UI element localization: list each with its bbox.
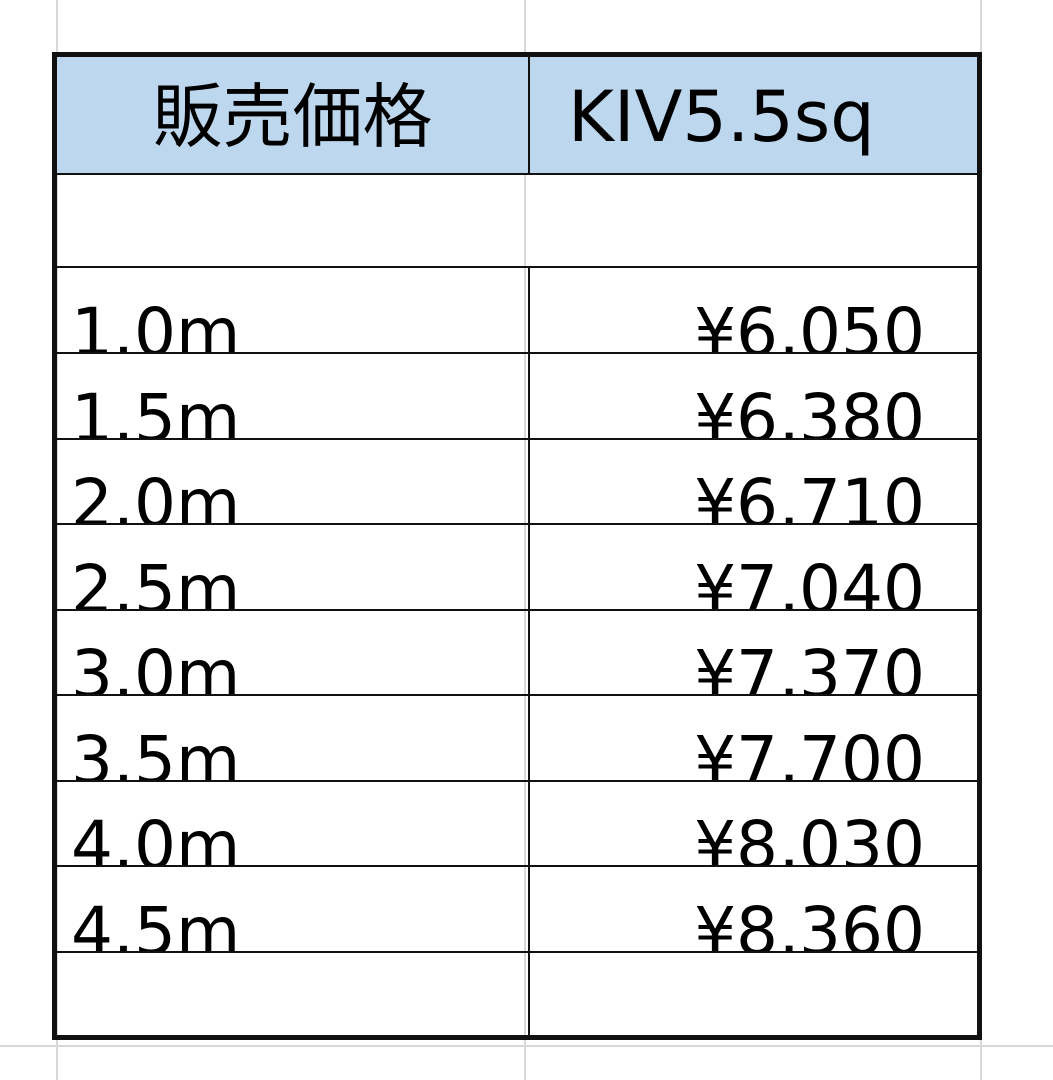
price-value: ¥6,710 bbox=[694, 465, 925, 524]
gridline bbox=[0, 1045, 1053, 1047]
table-row: 2.0m ¥6,710 bbox=[57, 439, 977, 525]
empty-cell[interactable] bbox=[530, 952, 977, 1040]
length-value: 4.0m bbox=[71, 807, 241, 866]
empty-row bbox=[57, 175, 977, 268]
price-cell[interactable]: ¥8,360 bbox=[530, 867, 977, 951]
length-cell[interactable]: 4.0m bbox=[57, 781, 530, 865]
price-value: ¥8,030 bbox=[694, 807, 925, 866]
gridline bbox=[524, 0, 526, 1080]
length-value: 2.0m bbox=[71, 465, 241, 524]
length-value: 3.5m bbox=[71, 721, 241, 780]
length-cell[interactable]: 1.0m bbox=[57, 268, 530, 352]
table-row: 1.0m ¥6,050 bbox=[57, 268, 977, 354]
price-value: ¥7,700 bbox=[694, 721, 925, 780]
length-cell[interactable]: 3.5m bbox=[57, 695, 530, 780]
price-cell[interactable]: ¥6,050 bbox=[530, 268, 977, 353]
table-row: 3.5m ¥7,700 bbox=[57, 695, 977, 782]
price-cell[interactable]: ¥6,380 bbox=[530, 354, 977, 438]
table-row: 1.5m ¥6,380 bbox=[57, 353, 977, 440]
price-cell[interactable]: ¥6,710 bbox=[530, 439, 977, 524]
length-value: 2.5m bbox=[71, 550, 241, 609]
price-cell[interactable]: ¥8,030 bbox=[530, 781, 977, 866]
length-value: 1.0m bbox=[71, 294, 241, 353]
header-cell-product[interactable]: KIV5.5sq bbox=[530, 57, 977, 173]
price-cell[interactable]: ¥7,370 bbox=[530, 610, 977, 695]
header-row: 販売価格 KIV5.5sq bbox=[57, 57, 977, 175]
length-value: 1.5m bbox=[71, 379, 241, 438]
price-value: ¥8,360 bbox=[694, 892, 925, 951]
header-cell-label[interactable]: 販売価格 bbox=[57, 57, 530, 173]
price-value: ¥7,040 bbox=[694, 550, 925, 609]
price-cell[interactable]: ¥7,040 bbox=[530, 525, 977, 609]
price-table: 販売価格 KIV5.5sq 1.0m ¥6,050 1.5m ¥6,380 2.0m… bbox=[52, 52, 982, 1040]
table-row: 4.0m ¥8,030 bbox=[57, 781, 977, 867]
price-value: ¥6,050 bbox=[694, 294, 925, 353]
header-product: KIV5.5sq bbox=[568, 76, 875, 158]
length-cell[interactable]: 1.5m bbox=[57, 353, 530, 438]
header-label: 販売価格 bbox=[152, 76, 433, 158]
price-cell[interactable]: ¥7,700 bbox=[530, 696, 977, 780]
empty-row bbox=[57, 952, 977, 1040]
gridline bbox=[56, 0, 58, 1080]
table-row: 4.5m ¥8,360 bbox=[57, 866, 977, 953]
length-cell[interactable]: 2.5m bbox=[57, 524, 530, 609]
empty-cell[interactable] bbox=[57, 952, 530, 1040]
price-value: ¥7,370 bbox=[694, 636, 925, 695]
empty-cell[interactable] bbox=[57, 175, 530, 266]
length-cell[interactable]: 4.5m bbox=[57, 866, 530, 951]
length-value: 3.0m bbox=[71, 636, 241, 695]
table-row: 2.5m ¥7,040 bbox=[57, 524, 977, 611]
length-cell[interactable]: 3.0m bbox=[57, 610, 530, 694]
price-value: ¥6,380 bbox=[694, 379, 925, 438]
table-row: 3.0m ¥7,370 bbox=[57, 610, 977, 696]
length-value: 4.5m bbox=[71, 892, 241, 951]
length-cell[interactable]: 2.0m bbox=[57, 439, 530, 523]
